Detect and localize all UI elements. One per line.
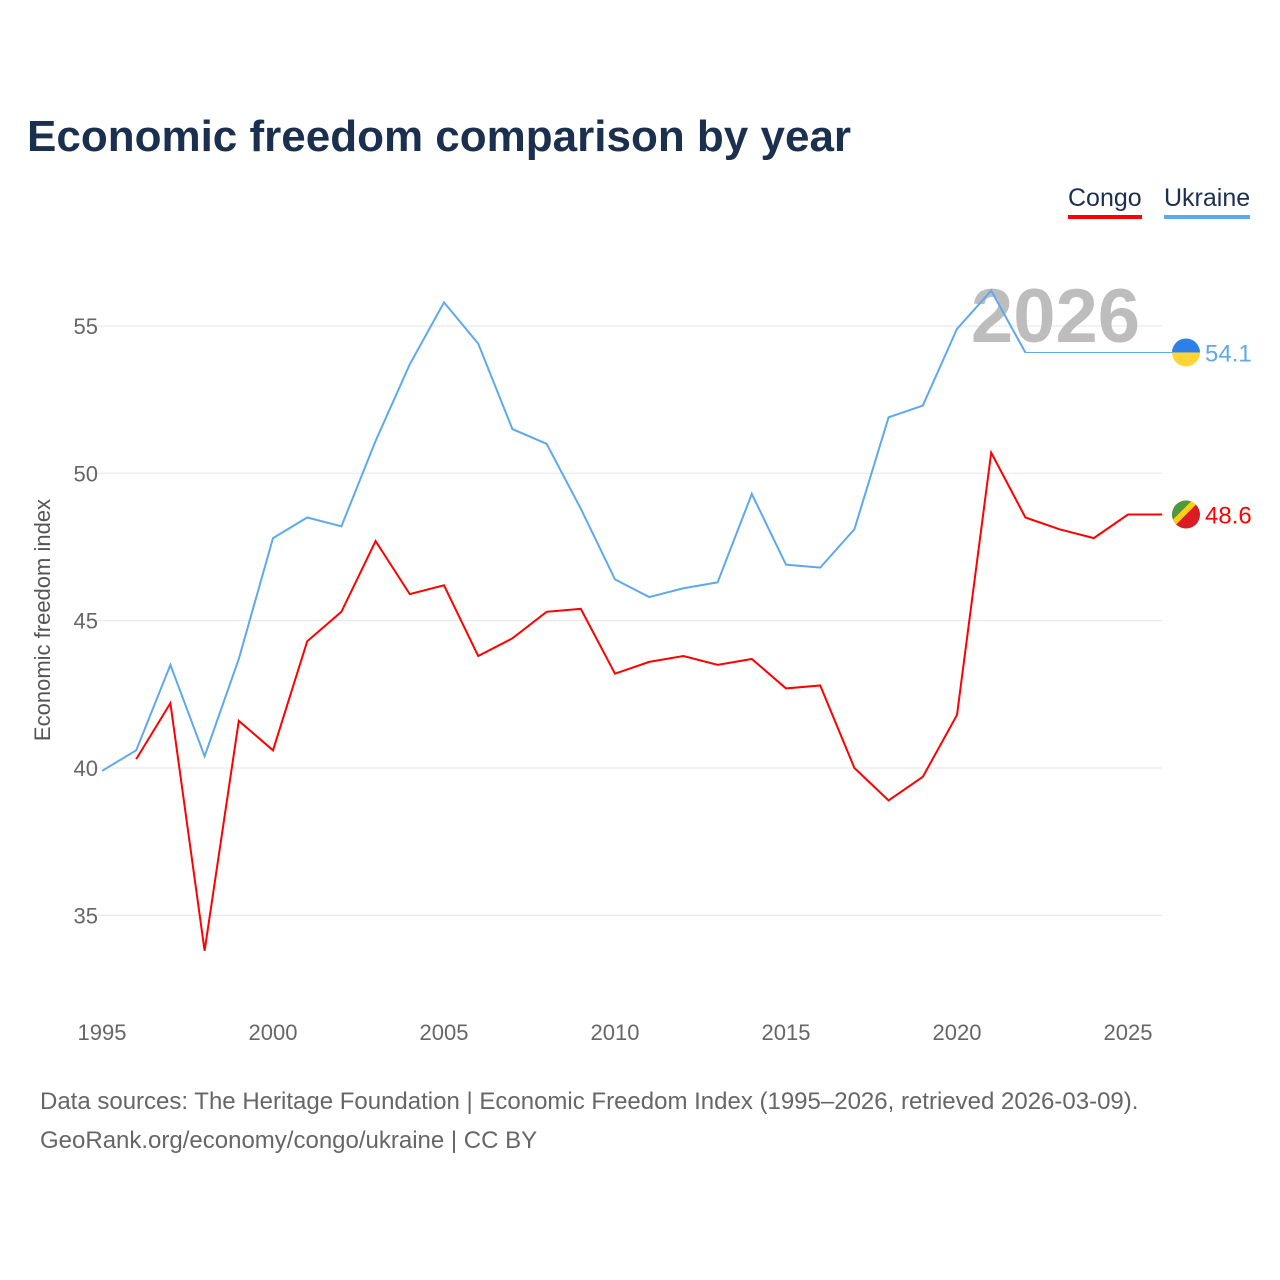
y-axis-label: Economic freedom index bbox=[30, 499, 55, 741]
x-tick-label: 2005 bbox=[420, 1020, 469, 1045]
y-tick-label: 45 bbox=[74, 609, 98, 634]
year-watermark: 2026 bbox=[971, 274, 1140, 359]
chart-title: Economic freedom comparison by year bbox=[27, 112, 852, 161]
legend-ukraine[interactable]: Ukraine bbox=[1164, 184, 1251, 219]
series-line-congo[interactable] bbox=[135, 449, 1163, 951]
x-tick-label: 2015 bbox=[762, 1020, 811, 1045]
x-tick-label: 1995 bbox=[78, 1020, 127, 1045]
x-tick-label: 2020 bbox=[933, 1020, 982, 1045]
y-tick-label: 35 bbox=[74, 903, 98, 928]
y-tick-label: 40 bbox=[74, 756, 98, 781]
source-text: Data sources: The Heritage Foundation | … bbox=[40, 1088, 1139, 1115]
end-value-congo: 48.6 bbox=[1205, 503, 1252, 530]
ukraine-flag-icon bbox=[1172, 338, 1200, 367]
x-tick-label: 2000 bbox=[249, 1020, 298, 1045]
x-tick-label: 2010 bbox=[591, 1020, 640, 1045]
x-tick-label: 2025 bbox=[1104, 1020, 1153, 1045]
series-line-ukraine[interactable] bbox=[101, 288, 1027, 772]
congo-flag-icon bbox=[1172, 500, 1200, 529]
y-tick-label: 55 bbox=[74, 314, 98, 339]
y-tick-label: 50 bbox=[74, 461, 98, 486]
legend-congo[interactable]: Congo bbox=[1068, 184, 1142, 219]
end-value-ukraine: 54.1 bbox=[1205, 340, 1252, 367]
source-url[interactable]: GeoRank.org/economy/congo/ukraine | CC B… bbox=[40, 1127, 538, 1154]
